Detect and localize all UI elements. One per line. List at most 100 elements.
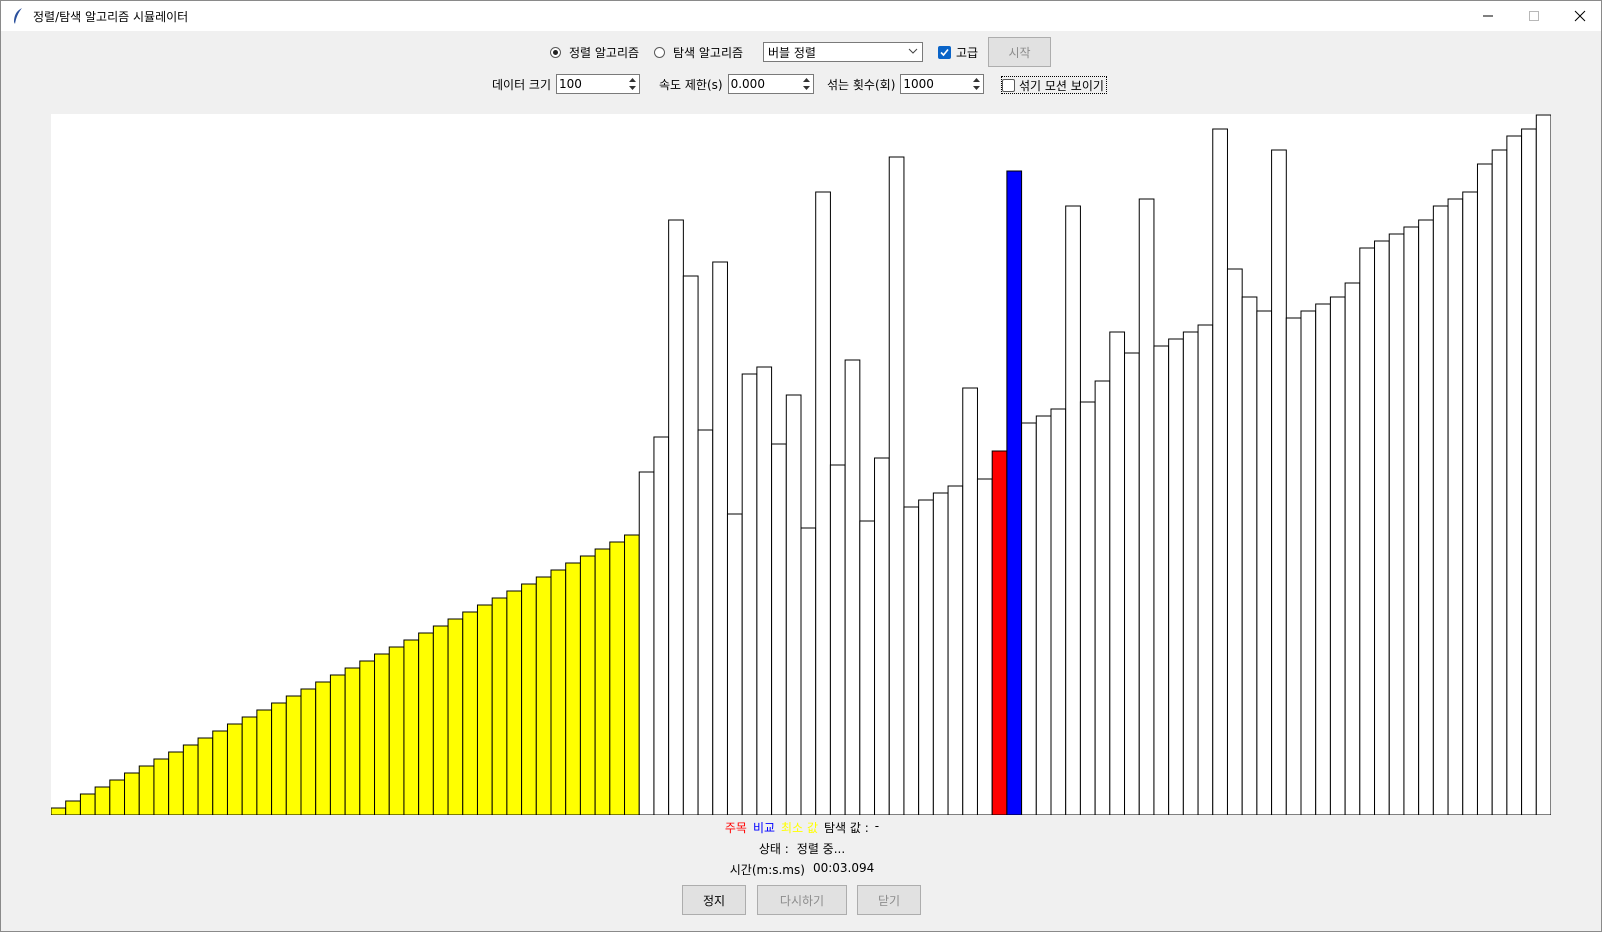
speed-spinbox[interactable]: 0.000 [727,74,814,94]
bar [285,695,302,815]
speed-value: 0.000 [730,77,765,91]
bar [256,709,273,815]
bar [1241,296,1258,815]
bar [506,590,523,815]
bar [1315,303,1331,815]
advanced-checkbox[interactable] [938,45,951,59]
advanced-label: 고급 [956,45,979,60]
legend: 주목 비교 최소 값 탐색 값 : - [1,819,1602,836]
bar [1447,198,1464,815]
maximize-button[interactable] [1511,1,1557,31]
data-size-group: 데이터 크기 100 [492,74,641,94]
visualization-canvas [51,114,1551,815]
minimize-button[interactable] [1465,1,1511,31]
bar [697,429,714,815]
close-button[interactable]: 닫기 [857,885,921,915]
bar [682,275,699,815]
sort-radio[interactable] [550,46,561,58]
bar [962,387,978,815]
advanced-option[interactable]: 고급 [938,45,979,60]
spin-arrows-icon[interactable] [627,76,638,92]
data-size-value: 100 [559,77,582,91]
shuffle-group: 섞는 횟수(회) 1000 [827,74,985,94]
bar [1491,149,1508,815]
restart-button[interactable]: 다시하기 [757,885,847,915]
bar [932,492,949,815]
bar [65,800,81,815]
bar [1050,408,1067,815]
start-button[interactable]: 시작 [988,37,1051,67]
bar [844,359,861,815]
bar [491,597,508,815]
sort-radio-label: 정렬 알고리즘 [569,45,640,60]
bar [565,562,581,815]
chevron-down-icon [908,48,918,54]
legend-compare: 비교 [752,821,776,835]
bar [594,548,611,815]
bar [756,366,773,815]
search-radio-label: 탐색 알고리즘 [673,45,744,60]
stop-button[interactable]: 정지 [682,885,746,915]
bar [903,506,920,815]
search-radio[interactable] [654,46,665,58]
bar [1374,240,1390,815]
bar [1535,114,1551,815]
shuffle-value: 1000 [903,77,934,91]
bar [462,611,478,815]
feather-icon [14,8,22,24]
algorithm-select-value: 버블 정렬 [768,45,816,60]
bar [1212,128,1228,815]
status-line: 상태 : 정렬 중... [1,840,1602,857]
bar [1197,324,1214,815]
bar [51,807,67,815]
close-window-button[interactable] [1557,1,1602,31]
bar [138,765,155,815]
checkmark-icon [940,48,949,56]
bar [315,681,331,815]
shuffle-spinbox[interactable]: 1000 [900,74,985,94]
bar [1476,163,1493,815]
bar [300,688,317,815]
bar [1109,331,1126,815]
minimize-icon [1483,15,1493,17]
speed-group: 속도 제한(s) 0.000 [659,74,814,94]
bar [432,625,449,815]
bar [212,730,228,815]
bar [815,191,831,815]
show-shuffle-label: 섞기 모션 보이기 [1019,78,1104,93]
bar [1256,310,1273,815]
legend-search-label: 탐색 값 : [823,821,869,835]
spin-arrows-icon[interactable] [971,76,982,92]
bar [1035,415,1052,815]
bar [653,436,670,815]
bar [329,674,346,815]
legend-min: 최소 값 [781,821,818,835]
show-shuffle-option[interactable]: 섞기 모션 보이기 [1001,76,1107,94]
bar [94,786,111,815]
bar [241,716,258,815]
mode-search-option[interactable]: 탐색 알고리즘 [654,42,743,62]
title-bar: 정렬/탐색 알고리즘 시뮬레이터 [1,1,1601,31]
legend-search-value: - [874,819,880,833]
bar [182,744,199,815]
bar [1506,135,1523,815]
bar [418,632,434,815]
bar [359,660,376,815]
bar [447,618,464,815]
bar [624,534,640,815]
data-size-spinbox[interactable]: 100 [556,74,641,94]
show-shuffle-checkbox[interactable] [1002,78,1015,92]
timer-label: 시간(m:s.ms) [729,863,805,877]
bar [1065,205,1081,815]
bar [785,394,802,815]
window-title: 정렬/탐색 알고리즘 시뮬레이터 [33,10,189,24]
spin-arrows-icon[interactable] [801,76,812,92]
shuffle-label: 섞는 횟수(회) [827,77,896,92]
bar [374,653,390,815]
bar [388,646,405,815]
bar [1021,422,1037,815]
mode-sort-option[interactable]: 정렬 알고리즘 [550,42,639,62]
bar [1432,205,1449,815]
algorithm-select[interactable]: 버블 정렬 [763,42,923,62]
bar [800,527,817,815]
